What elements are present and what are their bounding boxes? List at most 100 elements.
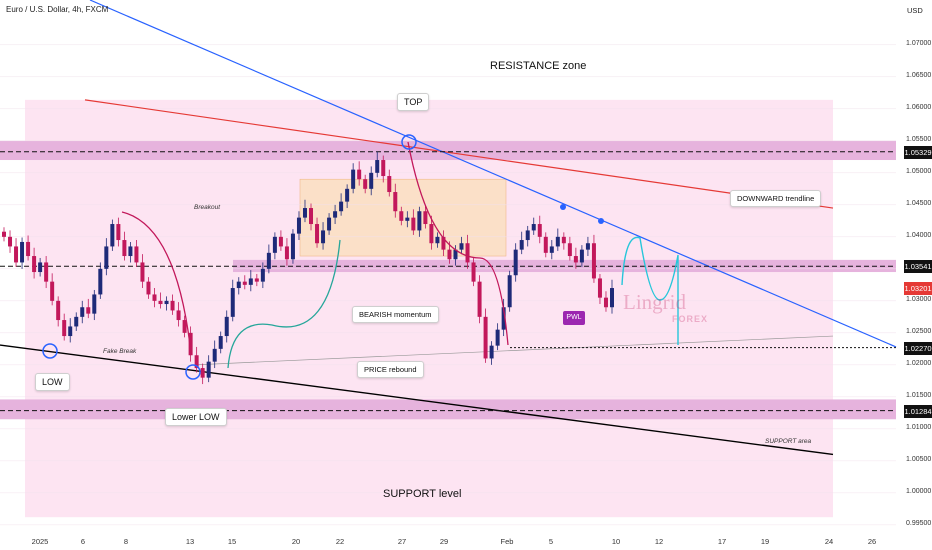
candle-body <box>278 236 283 247</box>
candle-body <box>290 233 295 260</box>
candle-body <box>375 160 380 173</box>
candle-body <box>441 236 446 250</box>
candle-body <box>531 224 536 231</box>
candle-body <box>543 236 548 253</box>
candle-body <box>254 278 259 282</box>
candle-body <box>98 268 103 295</box>
y-tick-label: 1.00500 <box>906 455 932 463</box>
candle-body <box>140 262 145 282</box>
candle-body <box>495 329 500 346</box>
candle-body <box>14 246 19 263</box>
lower-low-marker <box>185 364 201 380</box>
curve-rebound-green <box>227 239 341 369</box>
candle-body <box>80 307 85 317</box>
watermark-sub: FOREX <box>672 314 709 324</box>
candle-body <box>206 361 211 378</box>
downward-trendline <box>89 0 897 348</box>
low-label: LOW <box>35 373 70 391</box>
price-badge: 1.02270 <box>904 341 932 355</box>
y-tick-label: 1.04500 <box>906 199 932 207</box>
candle-body <box>363 179 368 189</box>
y-tick-label: 0.99500 <box>906 519 932 527</box>
top-marker <box>401 134 417 150</box>
candle-body <box>248 278 253 285</box>
y-tick-label: 1.06000 <box>906 103 932 111</box>
candle-body <box>483 316 488 359</box>
candle-body <box>92 294 97 314</box>
candle-body <box>369 172 374 189</box>
pwl-badge: PWL <box>563 311 585 325</box>
candle-body <box>309 208 314 225</box>
projection-path <box>621 236 679 345</box>
candle-body <box>333 211 338 218</box>
x-tick-label: Feb <box>500 537 514 546</box>
lower-low-label: Lower LOW <box>165 408 227 426</box>
candle-body <box>32 256 37 273</box>
bearish-momentum-label: BEARISH momentum <box>352 306 439 323</box>
x-tick-label: 6 <box>80 537 86 546</box>
low-marker <box>42 343 58 359</box>
x-tick-label: 26 <box>867 537 877 546</box>
candle-body <box>104 246 109 269</box>
upper-red-line <box>84 99 834 209</box>
candle-body <box>423 211 428 225</box>
x-tick-label: 17 <box>717 537 727 546</box>
candle-body <box>447 249 452 260</box>
curve-bearish-right <box>407 141 509 346</box>
candle-body <box>585 243 590 250</box>
candle-body <box>110 224 115 247</box>
candle-body <box>393 192 398 212</box>
rising-thin-line <box>194 335 834 366</box>
candle-body <box>152 294 157 301</box>
candle-body <box>284 246 289 260</box>
support-band <box>0 399 896 420</box>
candle-body <box>26 241 31 257</box>
y-tick-label: 1.07000 <box>906 39 932 47</box>
candle-body <box>561 236 566 244</box>
support-trendline <box>0 344 834 456</box>
currency-label: USD <box>907 6 923 15</box>
candle-body <box>146 281 151 295</box>
candle-body <box>50 281 55 301</box>
candle-body <box>381 160 386 177</box>
x-tick-label: 10 <box>611 537 621 546</box>
candle-body <box>68 326 73 337</box>
candle-body <box>116 224 121 241</box>
candle-body <box>513 249 518 276</box>
candle-body <box>212 348 217 362</box>
candle-body <box>122 240 127 257</box>
candle-body <box>170 300 175 311</box>
y-tick-label: 1.04000 <box>906 231 932 239</box>
fake-break-label: Fake Break <box>103 348 137 355</box>
symbol-title[interactable]: Euro / U.S. Dollar, 4h, FXCM <box>6 5 109 14</box>
candle-body <box>351 169 356 189</box>
candle-body <box>591 243 596 279</box>
candle-body <box>429 224 434 244</box>
y-tick-label: 1.00000 <box>906 487 932 495</box>
y-tick-label: 1.05500 <box>906 135 932 143</box>
candle-body <box>176 310 181 321</box>
x-tick-label: 13 <box>185 537 195 546</box>
candle-body <box>501 307 506 330</box>
y-tick-label: 1.02000 <box>906 359 932 367</box>
x-tick-label: 2025 <box>31 537 49 546</box>
y-tick-label: 1.05000 <box>906 167 932 175</box>
candle-body <box>2 231 6 237</box>
candle-body <box>555 236 560 247</box>
touch-point-2 <box>598 218 604 224</box>
price-rebound-label: PRICE rebound <box>357 361 424 378</box>
x-tick-label: 8 <box>123 537 129 546</box>
candle-body <box>200 368 205 378</box>
support-area-label: SUPPORT area <box>765 438 812 445</box>
price-badge: 1.05329 <box>904 145 932 159</box>
candle-body <box>603 297 608 308</box>
candle-body <box>597 278 602 298</box>
candle-body <box>266 252 271 269</box>
candle-body <box>459 243 464 250</box>
candle-body <box>411 217 416 231</box>
candle-body <box>8 236 13 247</box>
x-tick-label: 20 <box>291 537 301 546</box>
x-tick-label: 12 <box>654 537 664 546</box>
